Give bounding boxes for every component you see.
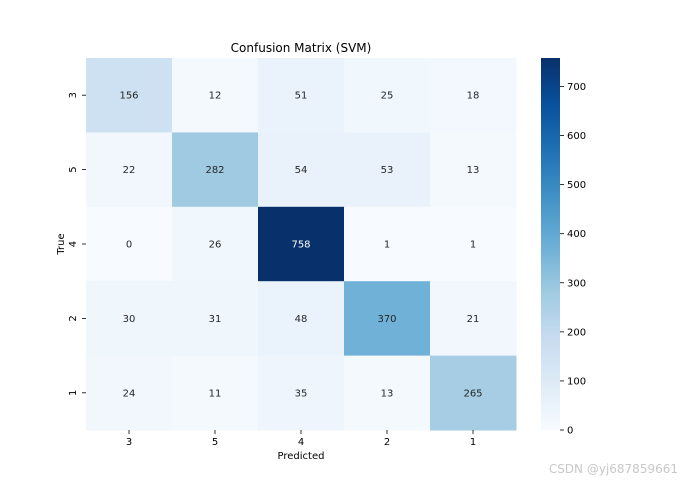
y-axis-label: True	[56, 233, 67, 255]
heatmap-cell	[430, 132, 517, 208]
heatmap-cell	[344, 58, 431, 133]
cell-value-label: 48	[295, 314, 308, 325]
colorbar-tick-label: 400	[567, 229, 586, 240]
cell-value-label: 54	[295, 165, 308, 176]
heatmap-cell	[258, 355, 345, 431]
heatmap-cell	[86, 206, 173, 282]
y-tick-label: 4	[68, 241, 79, 247]
cell-value-label: 24	[123, 388, 136, 399]
heatmap-cell	[344, 206, 431, 282]
heatmap-cell	[258, 58, 345, 133]
heatmap-cells	[86, 58, 517, 431]
colorbar-tick-label: 200	[567, 327, 586, 338]
heatmap-cell	[258, 132, 345, 208]
chart-title: Confusion Matrix (SVM)	[231, 41, 372, 55]
cell-value-label: 35	[295, 388, 308, 399]
cell-value-label: 282	[205, 165, 224, 176]
colorbar	[541, 58, 560, 430]
heatmap-cell	[172, 355, 259, 431]
heatmap-cell	[344, 132, 431, 208]
cell-value-label: 370	[377, 314, 396, 325]
cell-value-label: 51	[295, 91, 308, 102]
heatmap-cell	[344, 355, 431, 431]
cell-value-label: 13	[381, 388, 394, 399]
heatmap-cell	[172, 132, 259, 208]
cell-value-label: 22	[123, 165, 136, 176]
heatmap-cell	[344, 281, 431, 357]
heatmap-cell	[172, 281, 259, 357]
y-axis: 3 5 4 2 1	[68, 92, 86, 396]
x-axis-label: Predicted	[278, 451, 325, 462]
cell-value-label: 758	[291, 240, 310, 251]
colorbar-tick-label: 300	[567, 278, 586, 289]
heatmap-cell	[172, 206, 259, 282]
x-tick-label: 5	[212, 437, 218, 448]
heatmap-cell	[86, 281, 173, 357]
y-tick-label: 2	[68, 315, 79, 321]
heatmap-cell	[430, 355, 517, 431]
heatmap-cell	[258, 206, 345, 282]
colorbar-tick-label: 600	[567, 131, 586, 142]
heatmap-cell	[430, 281, 517, 357]
y-tick-label: 1	[68, 390, 79, 396]
colorbar-tick-label: 0	[567, 426, 573, 437]
watermark: CSDN @yj687859661	[548, 462, 678, 476]
heatmap-cell	[86, 58, 173, 133]
x-tick-label: 3	[126, 437, 132, 448]
cell-value-label: 1	[470, 240, 476, 251]
cell-value-label: 53	[381, 165, 394, 176]
cell-value-label: 25	[381, 91, 394, 102]
x-tick-label: 4	[298, 437, 304, 448]
cell-value-label: 21	[467, 314, 480, 325]
cell-value-label: 26	[209, 240, 222, 251]
cell-value-label: 156	[119, 91, 138, 102]
cell-value-label: 18	[467, 91, 480, 102]
cell-value-label: 12	[209, 91, 222, 102]
heatmap-cell	[86, 132, 173, 208]
cell-value-label: 13	[467, 165, 480, 176]
heatmap-cell	[172, 58, 259, 133]
x-tick-label: 2	[384, 437, 390, 448]
heatmap-cell	[86, 355, 173, 431]
heatmap-cell	[430, 58, 517, 133]
cell-value-label: 265	[463, 388, 482, 399]
cell-value-label: 30	[123, 314, 136, 325]
heatmap-cell	[430, 206, 517, 282]
cell-value-label: 1	[384, 240, 390, 251]
heatmap-cell	[258, 281, 345, 357]
y-tick-label: 5	[68, 166, 79, 172]
colorbar-tick-label: 500	[567, 180, 586, 191]
colorbar-ticks: 0 100 200 300 400 500 600 700	[560, 82, 586, 437]
cell-value-label: 31	[209, 314, 222, 325]
cell-value-label: 11	[209, 388, 222, 399]
colorbar-tick-label: 700	[567, 82, 586, 93]
colorbar-tick-label: 100	[567, 376, 586, 387]
y-tick-label: 3	[68, 92, 79, 98]
x-axis: 3 5 4 2 1	[126, 430, 476, 448]
x-tick-label: 1	[470, 437, 476, 448]
cell-value-label: 0	[126, 240, 132, 251]
